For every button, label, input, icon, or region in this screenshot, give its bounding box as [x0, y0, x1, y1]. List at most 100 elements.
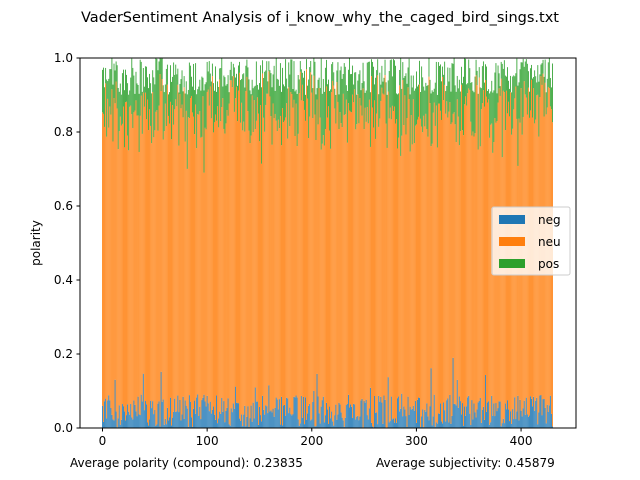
bar-neu [211, 76, 213, 410]
bar-pos [361, 83, 363, 116]
bar-neu [205, 129, 207, 407]
bar-neg [180, 420, 182, 428]
bar-neu [342, 93, 344, 421]
bar-neu [268, 71, 270, 386]
bar-neu [276, 131, 278, 400]
bar-neu [462, 130, 463, 404]
bar-pos [302, 77, 304, 101]
bar-pos [405, 73, 407, 135]
bar-neg [353, 403, 355, 428]
bar-pos [501, 63, 503, 158]
bar-neu [107, 98, 109, 401]
bar-pos [394, 60, 395, 107]
bar-pos [484, 82, 485, 107]
bar-neu [261, 163, 262, 422]
bar-pos [176, 74, 178, 107]
bar-neg [199, 406, 201, 428]
bar-neu [309, 116, 311, 404]
bar-neg [226, 407, 228, 428]
bar-neg [105, 398, 107, 428]
bar-neu [166, 84, 168, 408]
bar-pos [148, 88, 149, 131]
bar-neg [513, 419, 515, 428]
bar-neu [203, 172, 205, 395]
bar-pos [522, 58, 524, 117]
bar-neu [341, 127, 343, 418]
bar-neu [165, 126, 167, 425]
bar-pos [356, 94, 358, 125]
bar-pos [436, 94, 438, 148]
bar-neu [189, 98, 191, 402]
bar-neu [424, 126, 426, 410]
bar-neg [416, 422, 417, 428]
bar-pos [505, 76, 507, 91]
bar-pos [180, 79, 182, 109]
bar-neu [278, 128, 280, 400]
bar-neg [510, 411, 512, 428]
bar-neg [366, 415, 368, 428]
bar-neu [132, 127, 134, 420]
bar-neg [539, 395, 541, 428]
bar-neg [476, 409, 478, 428]
bar-neu [234, 98, 236, 387]
bar-pos [160, 58, 162, 92]
bar-pos [378, 94, 380, 127]
bar-neu [324, 129, 326, 416]
bar-neg [175, 411, 177, 428]
bar-neu [385, 123, 387, 428]
bar-pos [126, 74, 127, 102]
bar-pos [490, 91, 492, 125]
bar-pos [366, 62, 368, 107]
bar-neg [372, 426, 373, 428]
bar-neu [423, 115, 425, 428]
bar-pos [155, 58, 157, 112]
bar-pos [349, 58, 350, 111]
bar-neg [106, 418, 108, 428]
bar-neu [322, 135, 324, 397]
bar-neg [466, 406, 468, 428]
bar-pos [375, 77, 377, 139]
bar-neu [432, 112, 434, 417]
bar-neu [104, 126, 106, 402]
bar-neg [547, 411, 549, 428]
bar-neu [139, 115, 141, 416]
bar-pos [319, 87, 321, 118]
bar-neu [478, 77, 480, 402]
bar-neg [297, 419, 299, 428]
bar-neg [250, 405, 252, 428]
bar-neu [328, 106, 329, 425]
bar-pos [336, 70, 338, 83]
bar-pos [123, 69, 124, 107]
bar-pos [406, 83, 408, 119]
bar-pos [205, 82, 207, 130]
bar-neu [446, 101, 448, 401]
bar-neg [349, 407, 350, 428]
bar-pos [130, 77, 132, 106]
bar-neg [192, 426, 193, 428]
bar-neg [113, 420, 115, 428]
bar-neu [460, 84, 462, 415]
bar-neu [333, 85, 335, 426]
bar-neg [130, 403, 132, 428]
bar-pos [328, 79, 329, 107]
bar-neu [456, 99, 458, 380]
bar-neg [253, 418, 255, 428]
bar-neg [181, 414, 183, 428]
bar-neg [160, 371, 162, 428]
bar-neg [489, 424, 491, 428]
bar-neu [307, 98, 309, 414]
bar-neg [104, 401, 106, 428]
bar-pos [473, 92, 475, 137]
bar-pos [249, 90, 251, 144]
bar-pos [212, 83, 214, 133]
bar-neg [463, 425, 464, 428]
bar-neg [360, 400, 362, 428]
bar-neu [161, 79, 163, 402]
bar-neg [157, 403, 159, 428]
bar-neg [233, 408, 235, 428]
bar-neu [371, 76, 372, 423]
bar-pos [107, 81, 109, 99]
bar-pos [136, 83, 138, 116]
bar-neu [245, 91, 247, 427]
bar-neg [531, 398, 532, 428]
